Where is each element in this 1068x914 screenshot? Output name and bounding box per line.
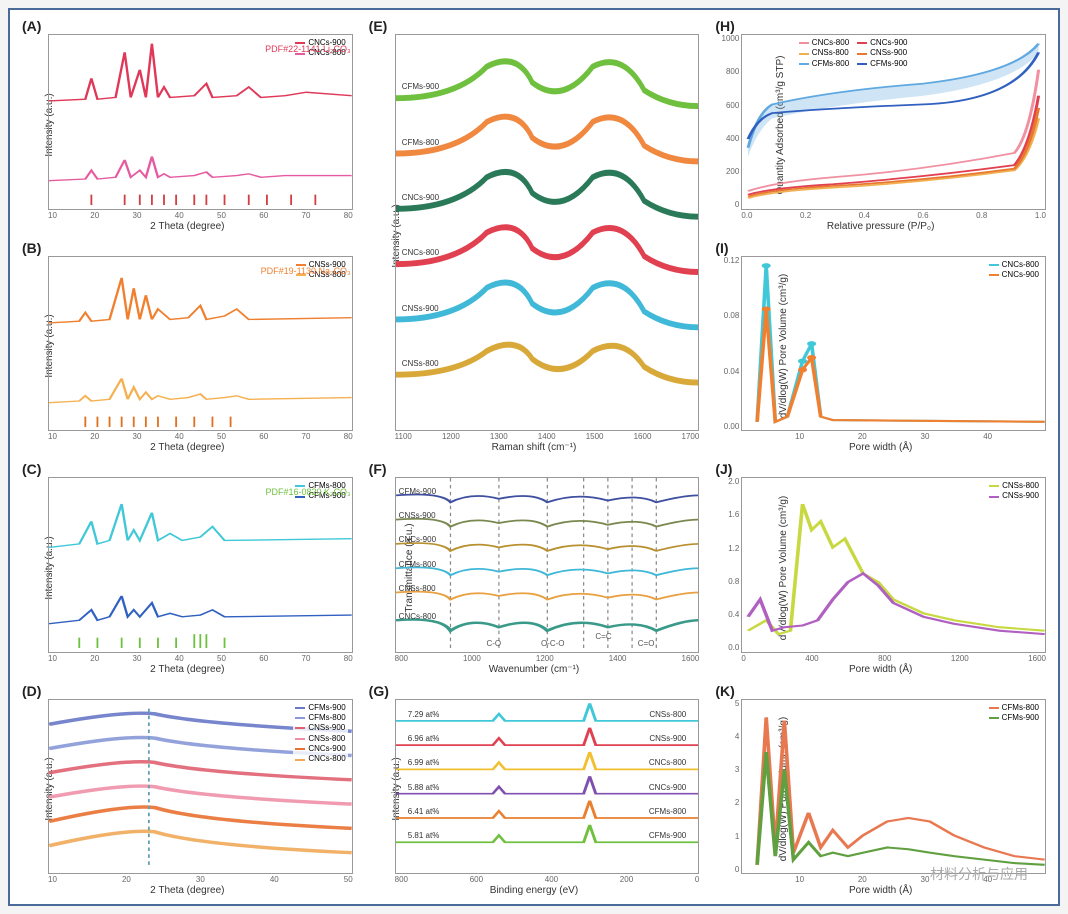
plot-B: CNSs-900 CNSs-800	[48, 256, 353, 432]
legend-I: CNCs-800 CNCs-900	[987, 259, 1041, 282]
xlabel-K: Pore width (Å)	[849, 885, 912, 896]
panel-label-D: (D)	[22, 683, 41, 699]
panel-label-J: (J)	[715, 461, 732, 477]
yticks-I: 0.000.040.080.12	[729, 256, 739, 432]
xlabel-A: 2 Theta (degree)	[150, 221, 224, 232]
panel-G: (G) Intensity (a.u.) Binding energy (eV)…	[363, 681, 706, 899]
plot-K: CFMs-800 CFMs-900	[741, 699, 1046, 875]
panel-B: (B) Intensity (a.u.) 2 Theta (degree) CN…	[16, 238, 359, 456]
xticks-A: 1020304050607080	[48, 211, 353, 220]
panel-J: (J) dV/dlog(W) Pore Volume (cm³/g) Pore …	[709, 459, 1052, 677]
xlabel-H: Relative pressure (P/P₀)	[827, 221, 935, 232]
xticks-C: 1020304050607080	[48, 654, 353, 663]
xlabel-G: Binding energy (eV)	[490, 885, 578, 896]
panel-C: (C) Intensity (a.u.) 2 Theta (degree) CF…	[16, 459, 359, 677]
xticks-B: 1020304050607080	[48, 432, 353, 441]
panel-label-C: (C)	[22, 461, 41, 477]
xlabel-F: Wavenumber (cm⁻¹)	[489, 664, 579, 675]
xticks-G: 8006004002000	[395, 875, 700, 884]
pdf-B: PDF#19-1130 Na₂CO₃	[261, 266, 351, 276]
xlabel-J: Pore width (Å)	[849, 664, 912, 675]
xticks-H: 0.00.20.40.60.81.0	[741, 211, 1046, 220]
plot-J: CNSs-800 CNSs-900	[741, 477, 1046, 653]
xticks-E: 1100120013001400150016001700	[395, 432, 700, 441]
panel-E: (E) Intensity (a.u.) Raman shift (cm⁻¹) …	[363, 16, 706, 455]
pdf-C: PDF#16-0820 K₂CO₃	[265, 487, 350, 497]
panel-H: (H) Quantity Adsorbed (cm³/g STP) Relati…	[709, 16, 1052, 234]
legend-H: CNCs-800 CNSs-800 CFMs-800 CNCs-900 CNSs…	[797, 37, 910, 70]
xlabel-D: 2 Theta (degree)	[150, 885, 224, 896]
panel-I: (I) dV/dlog(W) Pore Volume (cm³/g) Pore …	[709, 238, 1052, 456]
xlabel-B: 2 Theta (degree)	[150, 442, 224, 453]
panel-label-G: (G)	[369, 683, 389, 699]
xlabel-C: 2 Theta (degree)	[150, 664, 224, 675]
xticks-F: 8001000120014001600	[395, 654, 700, 663]
xlabel-E: Raman shift (cm⁻¹)	[492, 442, 577, 453]
legend-K: CFMs-800 CFMs-900	[987, 702, 1041, 725]
plot-I: CNCs-800 CNCs-900	[741, 256, 1046, 432]
panel-label-F: (F)	[369, 461, 387, 477]
panel-label-B: (B)	[22, 240, 41, 256]
panel-F: (F) Transmittance (a.u.) Wavenumber (cm⁻…	[363, 459, 706, 677]
pdf-A: PDF#22-1141 Li₂CO₃	[265, 44, 351, 54]
watermark: 材料分析与应用	[930, 864, 1028, 884]
plot-D: CFMs-900 CFMs-800 CNSs-900 CNSs-800 CNCs…	[48, 699, 353, 875]
panel-A: (A) Intensity (a.u.) 2 Theta (degree) CN…	[16, 16, 359, 234]
figure-container: (A) Intensity (a.u.) 2 Theta (degree) CN…	[8, 8, 1060, 906]
panel-label-I: (I)	[715, 240, 728, 256]
xticks-J: 040080012001600	[741, 654, 1046, 663]
yticks-H: 02004006008001000	[729, 34, 739, 210]
plot-F: CFMs-900 CNSs-900 CNCs-900 CFMs-800 CNSs…	[395, 477, 700, 653]
plot-G: 7.29 at% CNSs-800 6.96 at% CNSs-900 6.99…	[395, 699, 700, 875]
plot-C: CFMs-800 CFMs-900	[48, 477, 353, 653]
legend-J: CNSs-800 CNSs-900	[987, 480, 1041, 503]
panel-D: (D) Intensity (a.u.) 2 Theta (degree) CF…	[16, 681, 359, 899]
panel-label-H: (H)	[715, 18, 734, 34]
plot-E: CFMs-900 CFMs-800 CNCs-900 CNCs-800 CNSs…	[395, 34, 700, 431]
xticks-D: 1020304050	[48, 875, 353, 884]
xticks-I: 10203040	[741, 432, 1046, 441]
plot-A: CNCs-900 CNCs-800	[48, 34, 353, 210]
legend-D: CFMs-900 CFMs-800 CNSs-900 CNSs-800 CNCs…	[293, 702, 347, 766]
yticks-J: 0.00.40.81.21.62.0	[729, 477, 739, 653]
xlabel-I: Pore width (Å)	[849, 442, 912, 453]
panel-label-A: (A)	[22, 18, 41, 34]
plot-H: CNCs-800 CNSs-800 CFMs-800 CNCs-900 CNSs…	[741, 34, 1046, 210]
panel-label-E: (E)	[369, 18, 388, 34]
yticks-K: 012345	[729, 699, 739, 875]
panel-label-K: (K)	[715, 683, 734, 699]
